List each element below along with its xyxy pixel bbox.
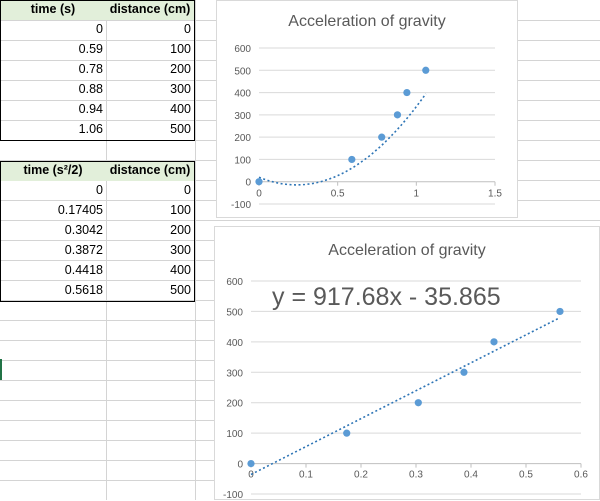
chart1-y-tick-label: 400 — [234, 89, 251, 100]
table1-distance-cell[interactable]: 300 — [170, 82, 191, 96]
chart1-y-tick-label: 600 — [234, 44, 251, 55]
chart2-y-tick-label: 600 — [226, 277, 243, 288]
chart-acceleration-vs-halfsquared-time[interactable]: Acceleration of gravity y = 917.68x - 35… — [214, 226, 600, 501]
chart2-x-tick-label: 0.1 — [299, 470, 313, 481]
table1-time-cell[interactable]: 0.94 — [78, 102, 103, 116]
table2-time-cell[interactable]: 0.17405 — [57, 203, 103, 217]
chart1-data-point[interactable] — [393, 111, 402, 119]
chart1-data-point[interactable] — [378, 133, 386, 141]
chart2-data-point[interactable] — [490, 338, 498, 346]
table2-distance-cell[interactable]: 200 — [170, 223, 191, 237]
active-cell-marker — [0, 359, 2, 380]
chart2-x-tick-label: 0.2 — [354, 470, 368, 481]
chart2-y-tick-label: -100 — [223, 490, 243, 501]
chart1-data-point[interactable] — [403, 88, 411, 97]
chart1-y-tick-label: 500 — [234, 66, 251, 77]
table1-distance-cell[interactable]: 100 — [170, 42, 191, 56]
chart1-y-tick-label: 100 — [234, 155, 251, 166]
chart1-data-point[interactable] — [422, 66, 430, 74]
chart2-y-tick-label: 0 — [237, 460, 243, 471]
table1-distance-cell[interactable]: 200 — [170, 62, 191, 76]
table2-time-cell[interactable]: 0.3872 — [64, 243, 103, 257]
chart2-y-tick-label: 500 — [226, 307, 243, 318]
table2-time-cell[interactable]: 0.4418 — [64, 263, 103, 277]
chart1-x-tick-label: 1 — [414, 189, 420, 200]
chart1-y-tick-label: 300 — [234, 111, 251, 122]
table1-time-cell[interactable]: 0.78 — [78, 62, 103, 76]
chart2-y-tick-label: 400 — [226, 338, 243, 349]
chart2-x-tick-label: 0 — [248, 470, 254, 481]
chart1-x-tick-label: 0.5 — [331, 189, 345, 200]
table2-distance-cell[interactable]: 100 — [170, 203, 191, 217]
chart1-data-point[interactable] — [255, 178, 263, 186]
table2-time-cell[interactable]: 0.3042 — [64, 223, 103, 237]
chart2-data-point[interactable] — [460, 368, 468, 376]
table1-header-time[interactable]: time (s) — [0, 0, 106, 20]
chart1-x-tick-label: 0 — [256, 189, 262, 200]
chart1-title: Acceleration of gravity — [288, 13, 446, 30]
chart2-y-tick-label: 300 — [226, 368, 243, 379]
chart2-trendline — [250, 316, 561, 476]
chart2-x-tick-label: 0.5 — [519, 470, 533, 481]
chart2-x-tick-label: 0.4 — [464, 470, 478, 481]
chart2-data-point[interactable] — [556, 307, 564, 316]
chart2-title: Acceleration of gravity — [328, 242, 486, 259]
table1-time-cell[interactable]: 0.88 — [78, 82, 103, 96]
table1-time-cell[interactable]: 1.06 — [78, 122, 103, 136]
chart2-y-tick-label: 200 — [226, 399, 243, 410]
chart1-trendline — [258, 93, 427, 186]
table2-distance-cell[interactable]: 0 — [184, 183, 191, 197]
chart2-plot: -100 0 100 200 300 400 500 600 0 0.1 0.2 0.3 0.4 0.5 0… — [223, 277, 588, 501]
chart1-y-tick-label: 200 — [234, 133, 251, 144]
chart-acceleration-vs-time[interactable]: Acceleration of gravity -100 0 100 200 300 40… — [216, 0, 518, 218]
table1-distance-cell[interactable]: 0 — [184, 22, 191, 36]
chart1-plot: -100 0 100 200 300 400 500 600 0 0.5 1 1.5 — [231, 44, 502, 211]
table2-time-cell[interactable]: 0 — [96, 183, 103, 197]
chart2-y-tick-label: 100 — [226, 429, 243, 440]
table1-header-distance[interactable]: distance (cm) — [106, 0, 194, 20]
table2-distance-cell[interactable]: 300 — [170, 243, 191, 257]
chart2-x-tick-label: 0.3 — [409, 470, 423, 481]
chart1-data-point[interactable] — [348, 155, 356, 164]
table2-header-time[interactable]: time (s²/2) — [0, 161, 106, 181]
table1-time-cell[interactable]: 0.59 — [78, 42, 103, 56]
table1-distance-cell[interactable]: 500 — [170, 122, 191, 136]
table2-distance-cell[interactable]: 400 — [170, 263, 191, 277]
table2-time-cell[interactable]: 0.5618 — [64, 283, 103, 297]
chart1-y-tick-label: -100 — [231, 200, 251, 211]
trendline-equation: y = 917.68x - 35.865 — [272, 283, 501, 311]
table1-distance-cell[interactable]: 400 — [170, 102, 191, 116]
table1-time-cell[interactable]: 0 — [96, 22, 103, 36]
table2-distance-cell[interactable]: 500 — [170, 283, 191, 297]
chart1-y-tick-label: 0 — [245, 178, 251, 189]
chart2-data-point[interactable] — [414, 399, 422, 407]
chart2-data-point[interactable] — [343, 429, 351, 437]
chart1-x-tick-label: 1.5 — [488, 189, 502, 200]
chart2-x-tick-label: 0.6 — [574, 470, 588, 481]
chart2-data-point[interactable] — [247, 459, 255, 468]
table2-header-distance[interactable]: distance (cm) — [106, 161, 194, 181]
